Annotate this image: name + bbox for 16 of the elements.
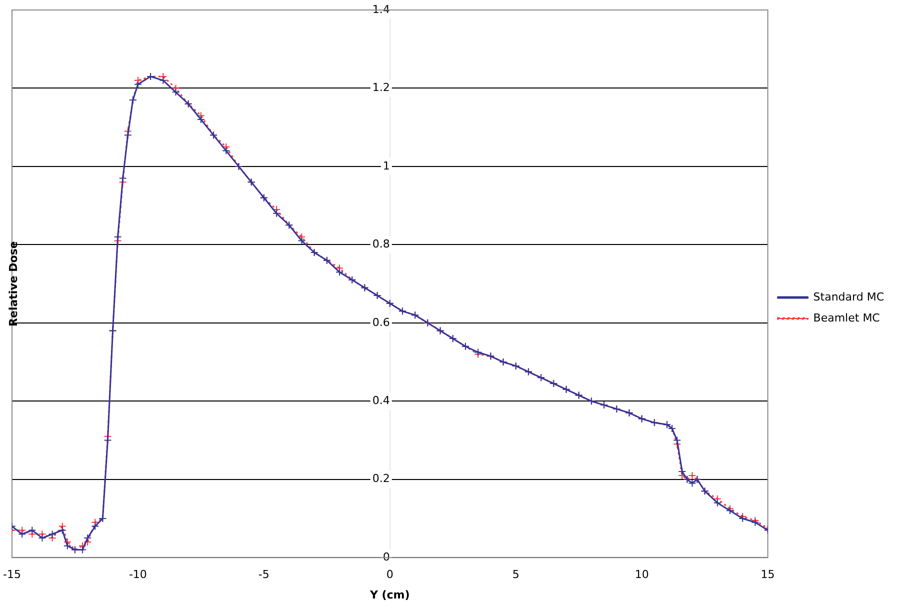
y-axis-title: Relative Dose	[6, 241, 20, 326]
x-tick-label: 15	[760, 568, 775, 582]
x-tick-label: -10	[128, 568, 147, 582]
y-tick-label: 0.4	[372, 394, 390, 407]
x-axis-title: Y (cm)	[368, 588, 410, 602]
y-tick-label: 0.6	[372, 316, 390, 329]
legend-label: Standard MC	[813, 290, 884, 304]
y-tick-label: 1.2	[372, 81, 390, 94]
x-tick-label: 5	[512, 568, 520, 582]
x-tick-label: -15	[3, 568, 21, 582]
x-tick-label: -5	[258, 568, 270, 582]
y-tick-label: 0.8	[372, 238, 390, 251]
x-tick-label: 10	[634, 568, 649, 582]
legend-label: Beamlet MC	[813, 311, 880, 324]
y-tick-label: 0.2	[372, 472, 390, 486]
y-tick-label: 1	[382, 159, 390, 172]
